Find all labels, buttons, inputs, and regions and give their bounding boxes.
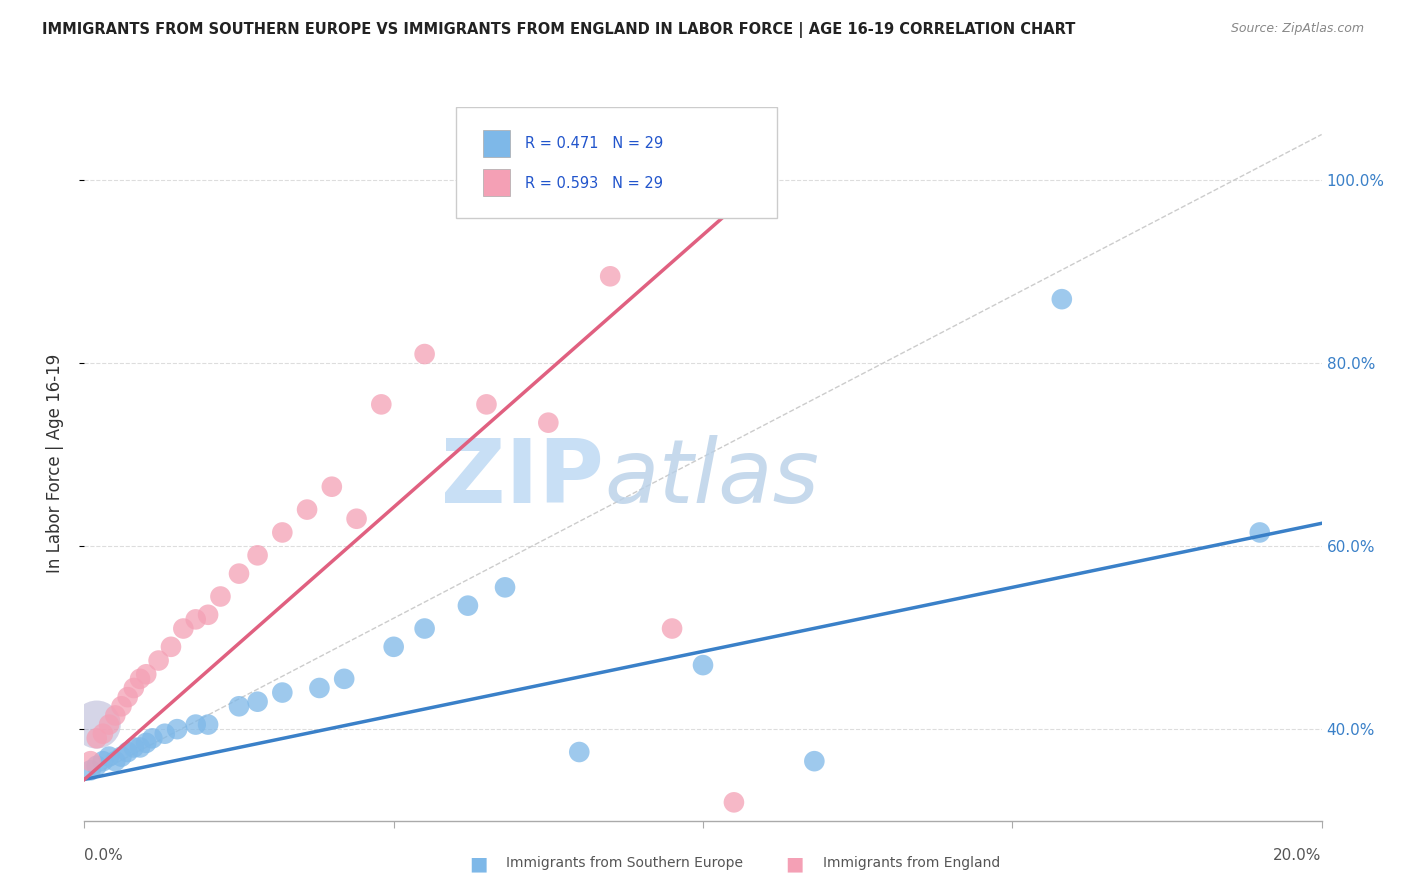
Text: Immigrants from England: Immigrants from England [823,856,1000,871]
Point [568,745,591,759]
Point [370,397,392,411]
Point [110,699,132,714]
Point [246,549,269,563]
Point [153,727,176,741]
Text: IMMIGRANTS FROM SOUTHERN EUROPE VS IMMIGRANTS FROM ENGLAND IN LABOR FORCE | AGE : IMMIGRANTS FROM SOUTHERN EUROPE VS IMMIG… [42,22,1076,38]
Point [382,640,405,654]
Point [475,397,498,411]
Text: ■: ■ [468,854,488,873]
Point [172,622,194,636]
Point [86,717,108,731]
Point [723,795,745,809]
Point [803,754,825,768]
Point [228,566,250,581]
Point [148,654,170,668]
Point [79,754,101,768]
Point [295,502,318,516]
Point [117,690,139,705]
Point [333,672,356,686]
Point [98,749,121,764]
Text: ZIP: ZIP [441,434,605,522]
Point [346,512,368,526]
Point [129,740,152,755]
Point [271,525,294,540]
Text: 0.0%: 0.0% [84,848,124,863]
Point [160,640,183,654]
Point [135,667,157,681]
Point [79,764,101,778]
Point [104,754,127,768]
Point [246,695,269,709]
Text: 20.0%: 20.0% [1274,848,1322,863]
Point [1249,525,1271,540]
Text: R = 0.471   N = 29: R = 0.471 N = 29 [524,136,664,151]
Point [166,722,188,736]
Point [122,740,145,755]
Point [86,758,108,772]
Point [184,717,207,731]
Point [228,699,250,714]
FancyBboxPatch shape [456,107,778,218]
Point [209,590,232,604]
FancyBboxPatch shape [482,169,510,196]
Point [104,708,127,723]
Point [308,681,330,695]
Point [1050,292,1073,306]
Point [135,736,157,750]
Point [197,607,219,622]
Point [321,480,343,494]
Point [537,416,560,430]
Point [692,658,714,673]
Point [98,717,121,731]
Point [413,622,436,636]
Point [91,754,114,768]
Point [86,731,108,746]
FancyBboxPatch shape [482,130,510,157]
Text: Source: ZipAtlas.com: Source: ZipAtlas.com [1230,22,1364,36]
Point [141,731,163,746]
Text: R = 0.593   N = 29: R = 0.593 N = 29 [524,176,662,191]
Point [122,681,145,695]
Point [184,612,207,626]
Y-axis label: In Labor Force | Age 16-19: In Labor Force | Age 16-19 [45,354,63,574]
Point [110,749,132,764]
Point [413,347,436,361]
Point [91,727,114,741]
Point [129,672,152,686]
Point [457,599,479,613]
Point [494,580,516,594]
Text: atlas: atlas [605,435,818,521]
Point [599,269,621,284]
Point [197,717,219,731]
Text: ■: ■ [785,854,804,873]
Point [661,622,683,636]
Point [117,745,139,759]
Text: Immigrants from Southern Europe: Immigrants from Southern Europe [506,856,744,871]
Point [271,685,294,699]
